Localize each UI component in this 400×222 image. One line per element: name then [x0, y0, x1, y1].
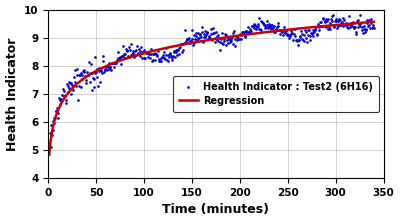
Y-axis label: Health Indicator: Health Indicator [6, 37, 18, 151]
Legend: Health Indicator : Test2 (6H16), Regression: Health Indicator : Test2 (6H16), Regress… [173, 76, 379, 112]
Health Indicator : Test2 (6H16): (297, 9.8): Test2 (6H16): (297, 9.8) [330, 14, 335, 17]
Health Indicator : Test2 (6H16): (1, 5.16): Test2 (6H16): (1, 5.16) [47, 144, 52, 147]
Line: Regression: Regression [49, 22, 374, 155]
Regression [201, 40, 206, 42]
Health Indicator : Test2 (6H16): (163, 9.02): Test2 (6H16): (163, 9.02) [202, 36, 206, 38]
Regression [372, 20, 376, 23]
Regression [222, 36, 227, 39]
Regression [240, 34, 245, 36]
Line: Health Indicator : Test2 (6H16): Health Indicator : Test2 (6H16) [48, 14, 375, 148]
Health Indicator : Test2 (6H16): (185, 8.75): Test2 (6H16): (185, 8.75) [223, 43, 228, 46]
Regression [203, 39, 208, 42]
Health Indicator : Test2 (6H16): (340, 9.33): Test2 (6H16): (340, 9.33) [372, 27, 376, 30]
Health Indicator : Test2 (6H16): (333, 9.53): Test2 (6H16): (333, 9.53) [365, 22, 370, 24]
Regression [364, 21, 368, 24]
X-axis label: Time (minutes): Time (minutes) [162, 203, 270, 216]
Health Indicator : Test2 (6H16): (280, 9.37): Test2 (6H16): (280, 9.37) [314, 26, 318, 29]
Regression [47, 153, 52, 156]
Health Indicator : Test2 (6H16): (2.36, 5.11): Test2 (6H16): (2.36, 5.11) [48, 146, 53, 148]
Regression [313, 26, 318, 28]
Health Indicator : Test2 (6H16): (203, 9.2): Test2 (6H16): (203, 9.2) [241, 31, 246, 33]
Health Indicator : Test2 (6H16): (165, 9.09): Test2 (6H16): (165, 9.09) [204, 34, 208, 36]
